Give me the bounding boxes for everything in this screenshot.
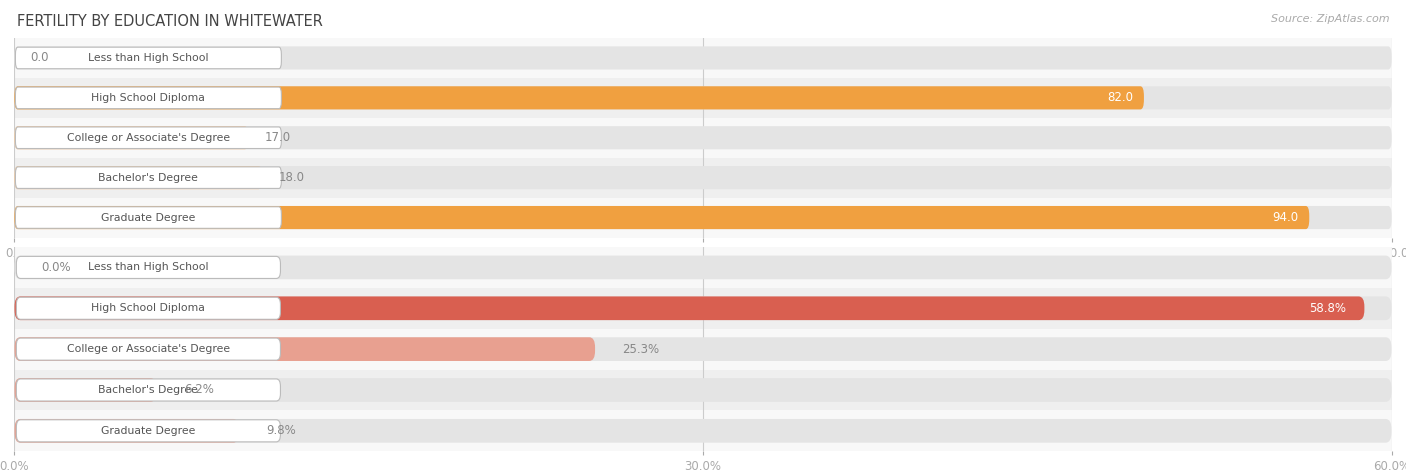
Text: 17.0: 17.0 <box>264 131 291 144</box>
FancyBboxPatch shape <box>15 87 281 109</box>
Text: High School Diploma: High School Diploma <box>91 303 205 314</box>
FancyBboxPatch shape <box>14 126 1392 149</box>
Text: FERTILITY BY EDUCATION IN WHITEWATER: FERTILITY BY EDUCATION IN WHITEWATER <box>17 14 323 29</box>
FancyBboxPatch shape <box>14 337 1392 361</box>
FancyBboxPatch shape <box>14 126 249 149</box>
FancyBboxPatch shape <box>17 256 280 278</box>
FancyBboxPatch shape <box>14 378 1392 402</box>
Text: 9.8%: 9.8% <box>267 424 297 437</box>
Bar <box>14 198 1392 238</box>
Text: Source: ZipAtlas.com: Source: ZipAtlas.com <box>1271 14 1389 24</box>
FancyBboxPatch shape <box>17 420 280 442</box>
Text: 58.8%: 58.8% <box>1309 302 1346 315</box>
FancyBboxPatch shape <box>17 379 280 401</box>
Text: 0.0: 0.0 <box>31 51 49 65</box>
Text: 25.3%: 25.3% <box>623 342 659 356</box>
FancyBboxPatch shape <box>14 296 1392 320</box>
Bar <box>14 158 1392 198</box>
Bar <box>14 247 1392 288</box>
FancyBboxPatch shape <box>17 297 280 319</box>
Text: High School Diploma: High School Diploma <box>91 93 205 103</box>
Text: Less than High School: Less than High School <box>89 262 208 273</box>
FancyBboxPatch shape <box>15 207 281 228</box>
FancyBboxPatch shape <box>14 337 595 361</box>
FancyBboxPatch shape <box>14 166 1392 189</box>
Text: 0.0%: 0.0% <box>42 261 72 274</box>
Text: Graduate Degree: Graduate Degree <box>101 426 195 436</box>
Text: 94.0: 94.0 <box>1272 211 1298 224</box>
Bar <box>14 410 1392 451</box>
FancyBboxPatch shape <box>14 296 1364 320</box>
FancyBboxPatch shape <box>14 378 156 402</box>
Text: College or Associate's Degree: College or Associate's Degree <box>67 133 231 143</box>
FancyBboxPatch shape <box>14 166 262 189</box>
FancyBboxPatch shape <box>14 86 1144 109</box>
FancyBboxPatch shape <box>14 256 1392 279</box>
FancyBboxPatch shape <box>14 419 239 443</box>
Bar <box>14 78 1392 118</box>
Text: Graduate Degree: Graduate Degree <box>101 212 195 223</box>
Text: College or Associate's Degree: College or Associate's Degree <box>67 344 231 354</box>
FancyBboxPatch shape <box>15 167 281 189</box>
Bar <box>14 38 1392 78</box>
Bar <box>14 329 1392 370</box>
FancyBboxPatch shape <box>14 419 1392 443</box>
Bar <box>14 370 1392 410</box>
Bar <box>14 118 1392 158</box>
FancyBboxPatch shape <box>14 206 1309 229</box>
FancyBboxPatch shape <box>15 127 281 149</box>
Text: 18.0: 18.0 <box>278 171 305 184</box>
Bar <box>14 288 1392 329</box>
Text: 6.2%: 6.2% <box>184 383 214 397</box>
FancyBboxPatch shape <box>14 206 1392 229</box>
Text: Bachelor's Degree: Bachelor's Degree <box>98 385 198 395</box>
FancyBboxPatch shape <box>14 47 1392 69</box>
FancyBboxPatch shape <box>17 338 280 360</box>
Text: Less than High School: Less than High School <box>89 53 208 63</box>
Text: 82.0: 82.0 <box>1107 91 1133 104</box>
FancyBboxPatch shape <box>15 47 281 69</box>
Text: Bachelor's Degree: Bachelor's Degree <box>98 172 198 183</box>
FancyBboxPatch shape <box>14 86 1392 109</box>
